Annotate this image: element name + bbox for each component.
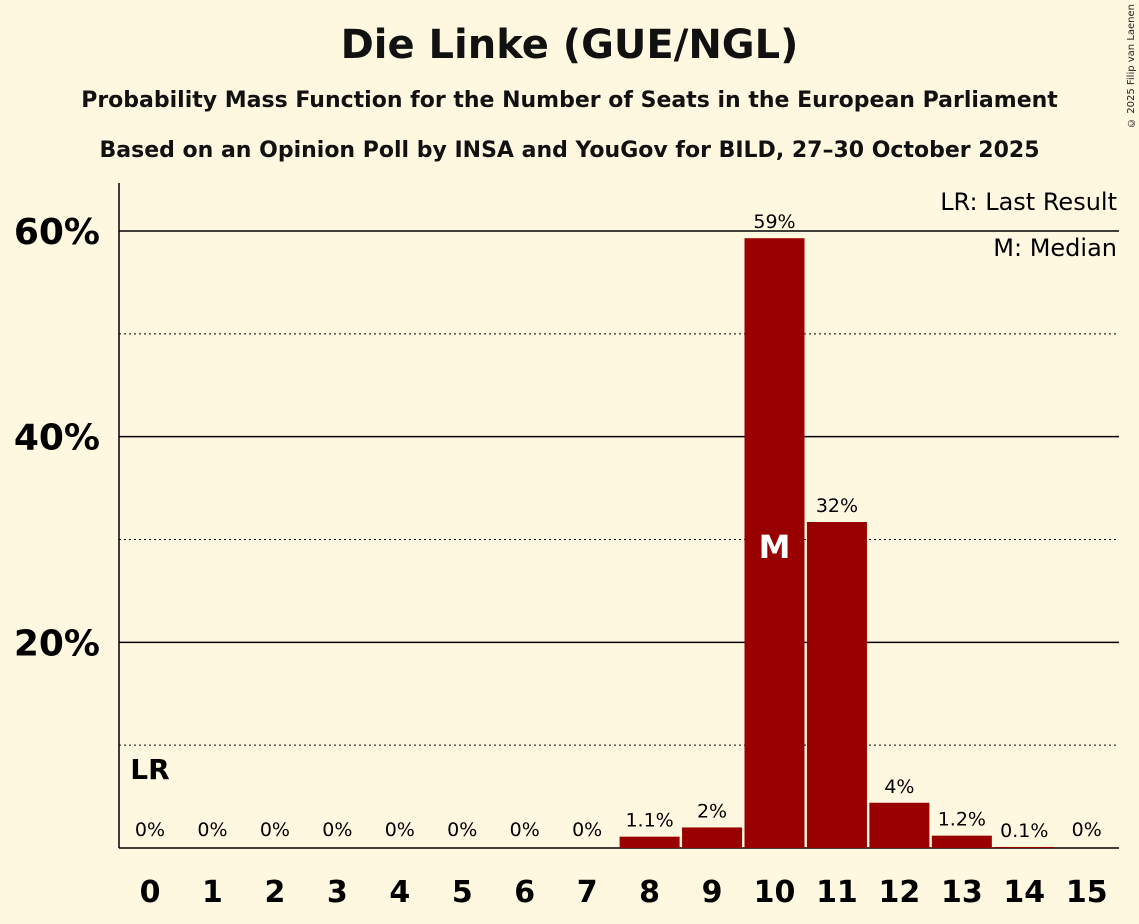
data-label: 1.1%: [625, 810, 673, 832]
data-label: 0%: [447, 819, 477, 841]
last-result-marker: LR: [130, 753, 169, 786]
bar: [869, 802, 930, 848]
data-label: 0%: [260, 819, 290, 841]
median-marker: M: [759, 528, 791, 566]
x-tick-label: 2: [264, 875, 285, 910]
data-label: 0%: [197, 819, 227, 841]
data-label: 0%: [135, 819, 165, 841]
data-label: 2%: [697, 800, 727, 822]
legend-entry: M: Median: [993, 234, 1117, 262]
data-label: 0%: [385, 819, 415, 841]
x-tick-label: 10: [754, 875, 796, 910]
y-tick-label: 20%: [14, 623, 100, 664]
chart-subtitle-1: Probability Mass Function for the Number…: [81, 88, 1058, 113]
chart-title: Die Linke (GUE/NGL): [340, 22, 799, 68]
x-tick-label: 11: [816, 875, 858, 910]
x-tick-label: 9: [702, 875, 723, 910]
data-label: 0%: [510, 819, 540, 841]
data-label: 32%: [816, 495, 858, 517]
x-tick-label: 3: [327, 875, 348, 910]
x-tick-label: 4: [389, 875, 410, 910]
x-tick-label: 5: [452, 875, 473, 910]
chart-subtitle-2: Based on an Opinion Poll by INSA and You…: [99, 138, 1040, 163]
data-label: 1.2%: [938, 809, 986, 831]
bar: [806, 522, 867, 848]
bar: [682, 827, 743, 848]
bar: [619, 836, 680, 848]
y-tick-label: 40%: [14, 418, 100, 459]
y-tick-label: 60%: [14, 212, 100, 253]
data-label: 0%: [322, 819, 352, 841]
bar: [931, 835, 992, 848]
x-tick-label: 6: [514, 875, 535, 910]
x-tick-label: 0: [140, 875, 161, 910]
data-label: 0.1%: [1000, 820, 1048, 842]
x-tick-label: 8: [639, 875, 660, 910]
x-tick-label: 13: [941, 875, 983, 910]
x-tick-label: 14: [1003, 875, 1045, 910]
bar: [744, 238, 805, 848]
x-tick-label: 15: [1066, 875, 1108, 910]
data-label: 4%: [884, 776, 914, 798]
x-tick-label: 7: [577, 875, 598, 910]
data-label: 0%: [1072, 819, 1102, 841]
data-label: 59%: [753, 211, 795, 233]
data-label: 0%: [572, 819, 602, 841]
legend-entry: LR: Last Result: [940, 188, 1117, 216]
x-tick-label: 1: [202, 875, 223, 910]
bar: [994, 846, 1055, 848]
x-tick-label: 12: [879, 875, 921, 910]
